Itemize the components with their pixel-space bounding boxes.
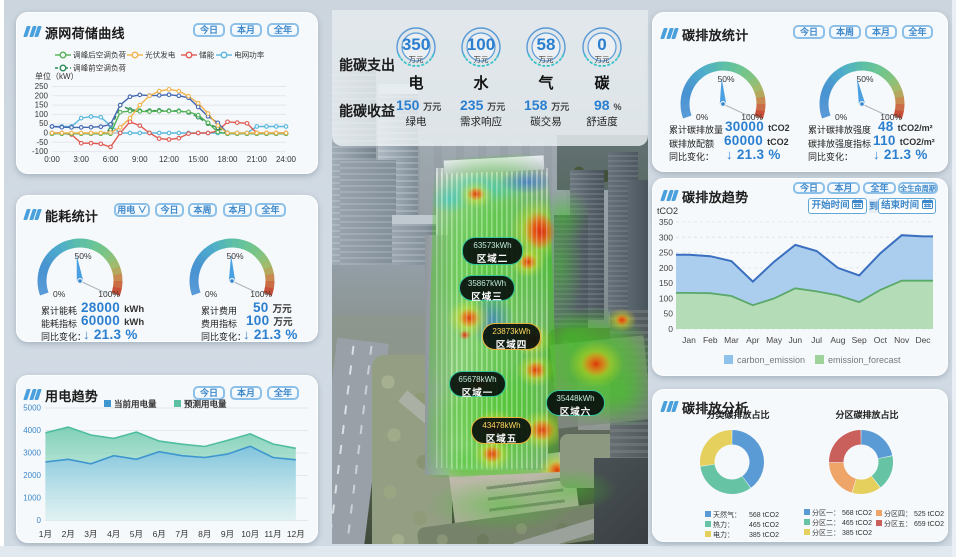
svg-text:12:00: 12:00 — [159, 155, 180, 164]
svg-text:21:00: 21:00 — [247, 155, 268, 164]
svg-text:7月: 7月 — [175, 529, 188, 539]
svg-text:1000: 1000 — [23, 494, 41, 503]
svg-text:3月: 3月 — [84, 529, 97, 539]
svg-text:Jan: Jan — [682, 335, 696, 345]
svg-text:-50: -50 — [36, 138, 48, 147]
svg-text:50%: 50% — [74, 251, 91, 261]
svg-text:5000: 5000 — [23, 404, 41, 413]
svg-text:Aug: Aug — [830, 335, 845, 345]
svg-text:0: 0 — [668, 324, 673, 334]
svg-text:250: 250 — [35, 82, 49, 91]
svg-text:50%: 50% — [856, 74, 873, 84]
svg-text:18:00: 18:00 — [217, 155, 238, 164]
svg-text:Oct: Oct — [874, 335, 888, 345]
svg-text:6:00: 6:00 — [103, 155, 119, 164]
svg-text:100%: 100% — [98, 289, 120, 299]
svg-text:3:00: 3:00 — [73, 155, 89, 164]
svg-text:12月: 12月 — [287, 529, 305, 539]
svg-text:24:00: 24:00 — [276, 155, 297, 164]
svg-text:调峰后空调负荷: 调峰后空调负荷 — [73, 50, 127, 60]
svg-text:Feb: Feb — [703, 335, 718, 345]
svg-text:2月: 2月 — [62, 529, 75, 539]
svg-text:Nov: Nov — [894, 335, 910, 345]
svg-text:11月: 11月 — [264, 529, 281, 539]
svg-text:15:00: 15:00 — [188, 155, 209, 164]
svg-text:4000: 4000 — [23, 426, 41, 435]
svg-text:Dec: Dec — [915, 335, 931, 345]
svg-text:50: 50 — [39, 119, 48, 128]
svg-text:2000: 2000 — [23, 471, 41, 480]
svg-text:100%: 100% — [880, 112, 902, 122]
svg-text:150: 150 — [659, 278, 673, 288]
svg-text:50: 50 — [664, 309, 674, 319]
svg-text:10月: 10月 — [241, 529, 259, 539]
svg-text:tCO2: tCO2 — [657, 206, 678, 216]
svg-text:0%: 0% — [835, 112, 848, 122]
svg-text:9月: 9月 — [221, 529, 234, 539]
svg-text:4月: 4月 — [107, 529, 120, 539]
svg-text:300: 300 — [659, 232, 673, 242]
svg-text:200: 200 — [659, 263, 673, 273]
svg-text:150: 150 — [35, 101, 49, 110]
svg-text:100: 100 — [659, 293, 673, 303]
svg-text:调峰前空调负荷: 调峰前空调负荷 — [73, 63, 127, 73]
svg-text:May: May — [766, 335, 783, 345]
svg-text:8月: 8月 — [198, 529, 211, 539]
svg-text:Jun: Jun — [788, 335, 802, 345]
svg-text:1月: 1月 — [39, 529, 52, 539]
svg-text:0:00: 0:00 — [44, 155, 60, 164]
svg-text:emission_forecast: emission_forecast — [828, 355, 901, 365]
svg-text:Mar: Mar — [724, 335, 739, 345]
svg-text:9:00: 9:00 — [132, 155, 148, 164]
svg-text:储能: 储能 — [199, 50, 215, 60]
svg-text:0%: 0% — [205, 289, 218, 299]
svg-text:光伏发电: 光伏发电 — [145, 50, 176, 60]
svg-text:Jul: Jul — [811, 335, 822, 345]
svg-text:当前用电量: 当前用电量 — [114, 399, 157, 409]
svg-text:0%: 0% — [696, 112, 709, 122]
svg-text:Sep: Sep — [852, 335, 867, 345]
svg-text:6月: 6月 — [153, 529, 166, 539]
svg-text:100: 100 — [35, 110, 49, 119]
svg-text:50%: 50% — [717, 74, 734, 84]
svg-text:carbon_emission: carbon_emission — [737, 355, 805, 365]
svg-text:0: 0 — [37, 516, 42, 525]
svg-text:3000: 3000 — [23, 449, 41, 458]
svg-text:单位（kW）: 单位（kW） — [35, 71, 79, 81]
svg-text:100%: 100% — [741, 112, 763, 122]
svg-text:Apr: Apr — [746, 335, 759, 345]
svg-text:0: 0 — [44, 129, 49, 138]
svg-text:-100: -100 — [32, 147, 49, 156]
svg-text:250: 250 — [659, 248, 673, 258]
svg-text:5月: 5月 — [130, 529, 143, 539]
svg-text:200: 200 — [35, 91, 49, 100]
svg-text:50%: 50% — [226, 251, 243, 261]
svg-text:350: 350 — [659, 217, 673, 227]
svg-text:电网功率: 电网功率 — [234, 50, 265, 60]
svg-text:0%: 0% — [53, 289, 66, 299]
svg-text:100%: 100% — [250, 289, 272, 299]
svg-text:预测用电量: 预测用电量 — [184, 399, 227, 409]
